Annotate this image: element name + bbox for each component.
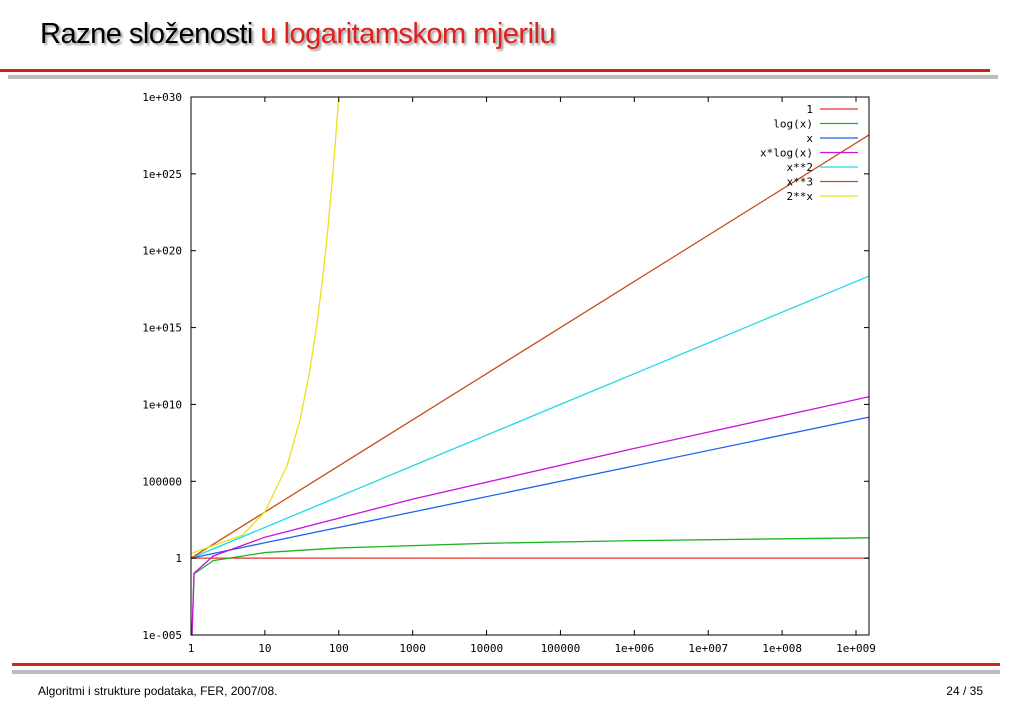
x-tick-label: 1 xyxy=(188,642,195,655)
axes-layer: 1 10 100 1000 10000 100000 1e+006 1e+007 1e+008 1… xyxy=(142,91,876,655)
y-tick-label: 1 xyxy=(175,552,182,565)
series-line-3 xyxy=(191,396,869,635)
x-tick-label: 100000 xyxy=(541,642,581,655)
legend-label: x xyxy=(806,132,813,145)
series-line-4 xyxy=(191,275,869,559)
x-tick-label: 1e+009 xyxy=(836,642,876,655)
x-tick-label: 1e+008 xyxy=(762,642,802,655)
x-tick-label: 10 xyxy=(258,642,271,655)
y-tick-label: 1e-005 xyxy=(142,629,182,642)
legend-label: 1 xyxy=(806,103,813,116)
y-tick-label: 1e+030 xyxy=(142,91,182,104)
footer-rule-red xyxy=(12,663,1000,666)
legend-label: log(x) xyxy=(773,118,813,131)
footer-course: Algoritmi i strukture podataka, FER, 200… xyxy=(38,684,278,698)
legend: 1 log(x)x x*log(x)x**2 x**32**x xyxy=(760,103,858,203)
series-line-2 xyxy=(191,416,869,559)
y-tick-label: 1e+010 xyxy=(142,398,182,411)
x-tick-label: 1e+007 xyxy=(688,642,728,655)
series-line-6 xyxy=(191,97,340,555)
series-line-1 xyxy=(191,537,869,635)
x-tick-label: 100 xyxy=(329,642,349,655)
series-layer xyxy=(191,97,869,635)
legend-label: x**3 xyxy=(787,176,814,189)
y-tick-label: 1e+020 xyxy=(142,245,182,258)
series-line-5 xyxy=(191,134,869,559)
legend-label: x**2 xyxy=(787,161,814,174)
y-tick-label: 1e+015 xyxy=(142,322,182,335)
plot-frame xyxy=(190,96,870,636)
header-rule-gray xyxy=(8,75,998,79)
legend-label: x*log(x) xyxy=(760,147,813,160)
header-rule-red xyxy=(0,69,990,72)
slide-title: Razne složenosti u logaritamskom mjerilu xyxy=(40,18,556,51)
footer-rule-gray xyxy=(12,670,1000,674)
x-tick-label: 10000 xyxy=(470,642,503,655)
legend-label: 2**x xyxy=(787,190,814,203)
x-tick-label: 1000 xyxy=(399,642,426,655)
y-tick-label: 100000 xyxy=(142,475,182,488)
footer-page-number: 24 / 35 xyxy=(946,684,983,698)
title-main: Razne složenosti xyxy=(40,18,253,50)
x-tick-label: 1e+006 xyxy=(614,642,654,655)
y-tick-label: 1e+025 xyxy=(142,168,182,181)
title-highlight: u logaritamskom mjerilu xyxy=(260,18,556,50)
